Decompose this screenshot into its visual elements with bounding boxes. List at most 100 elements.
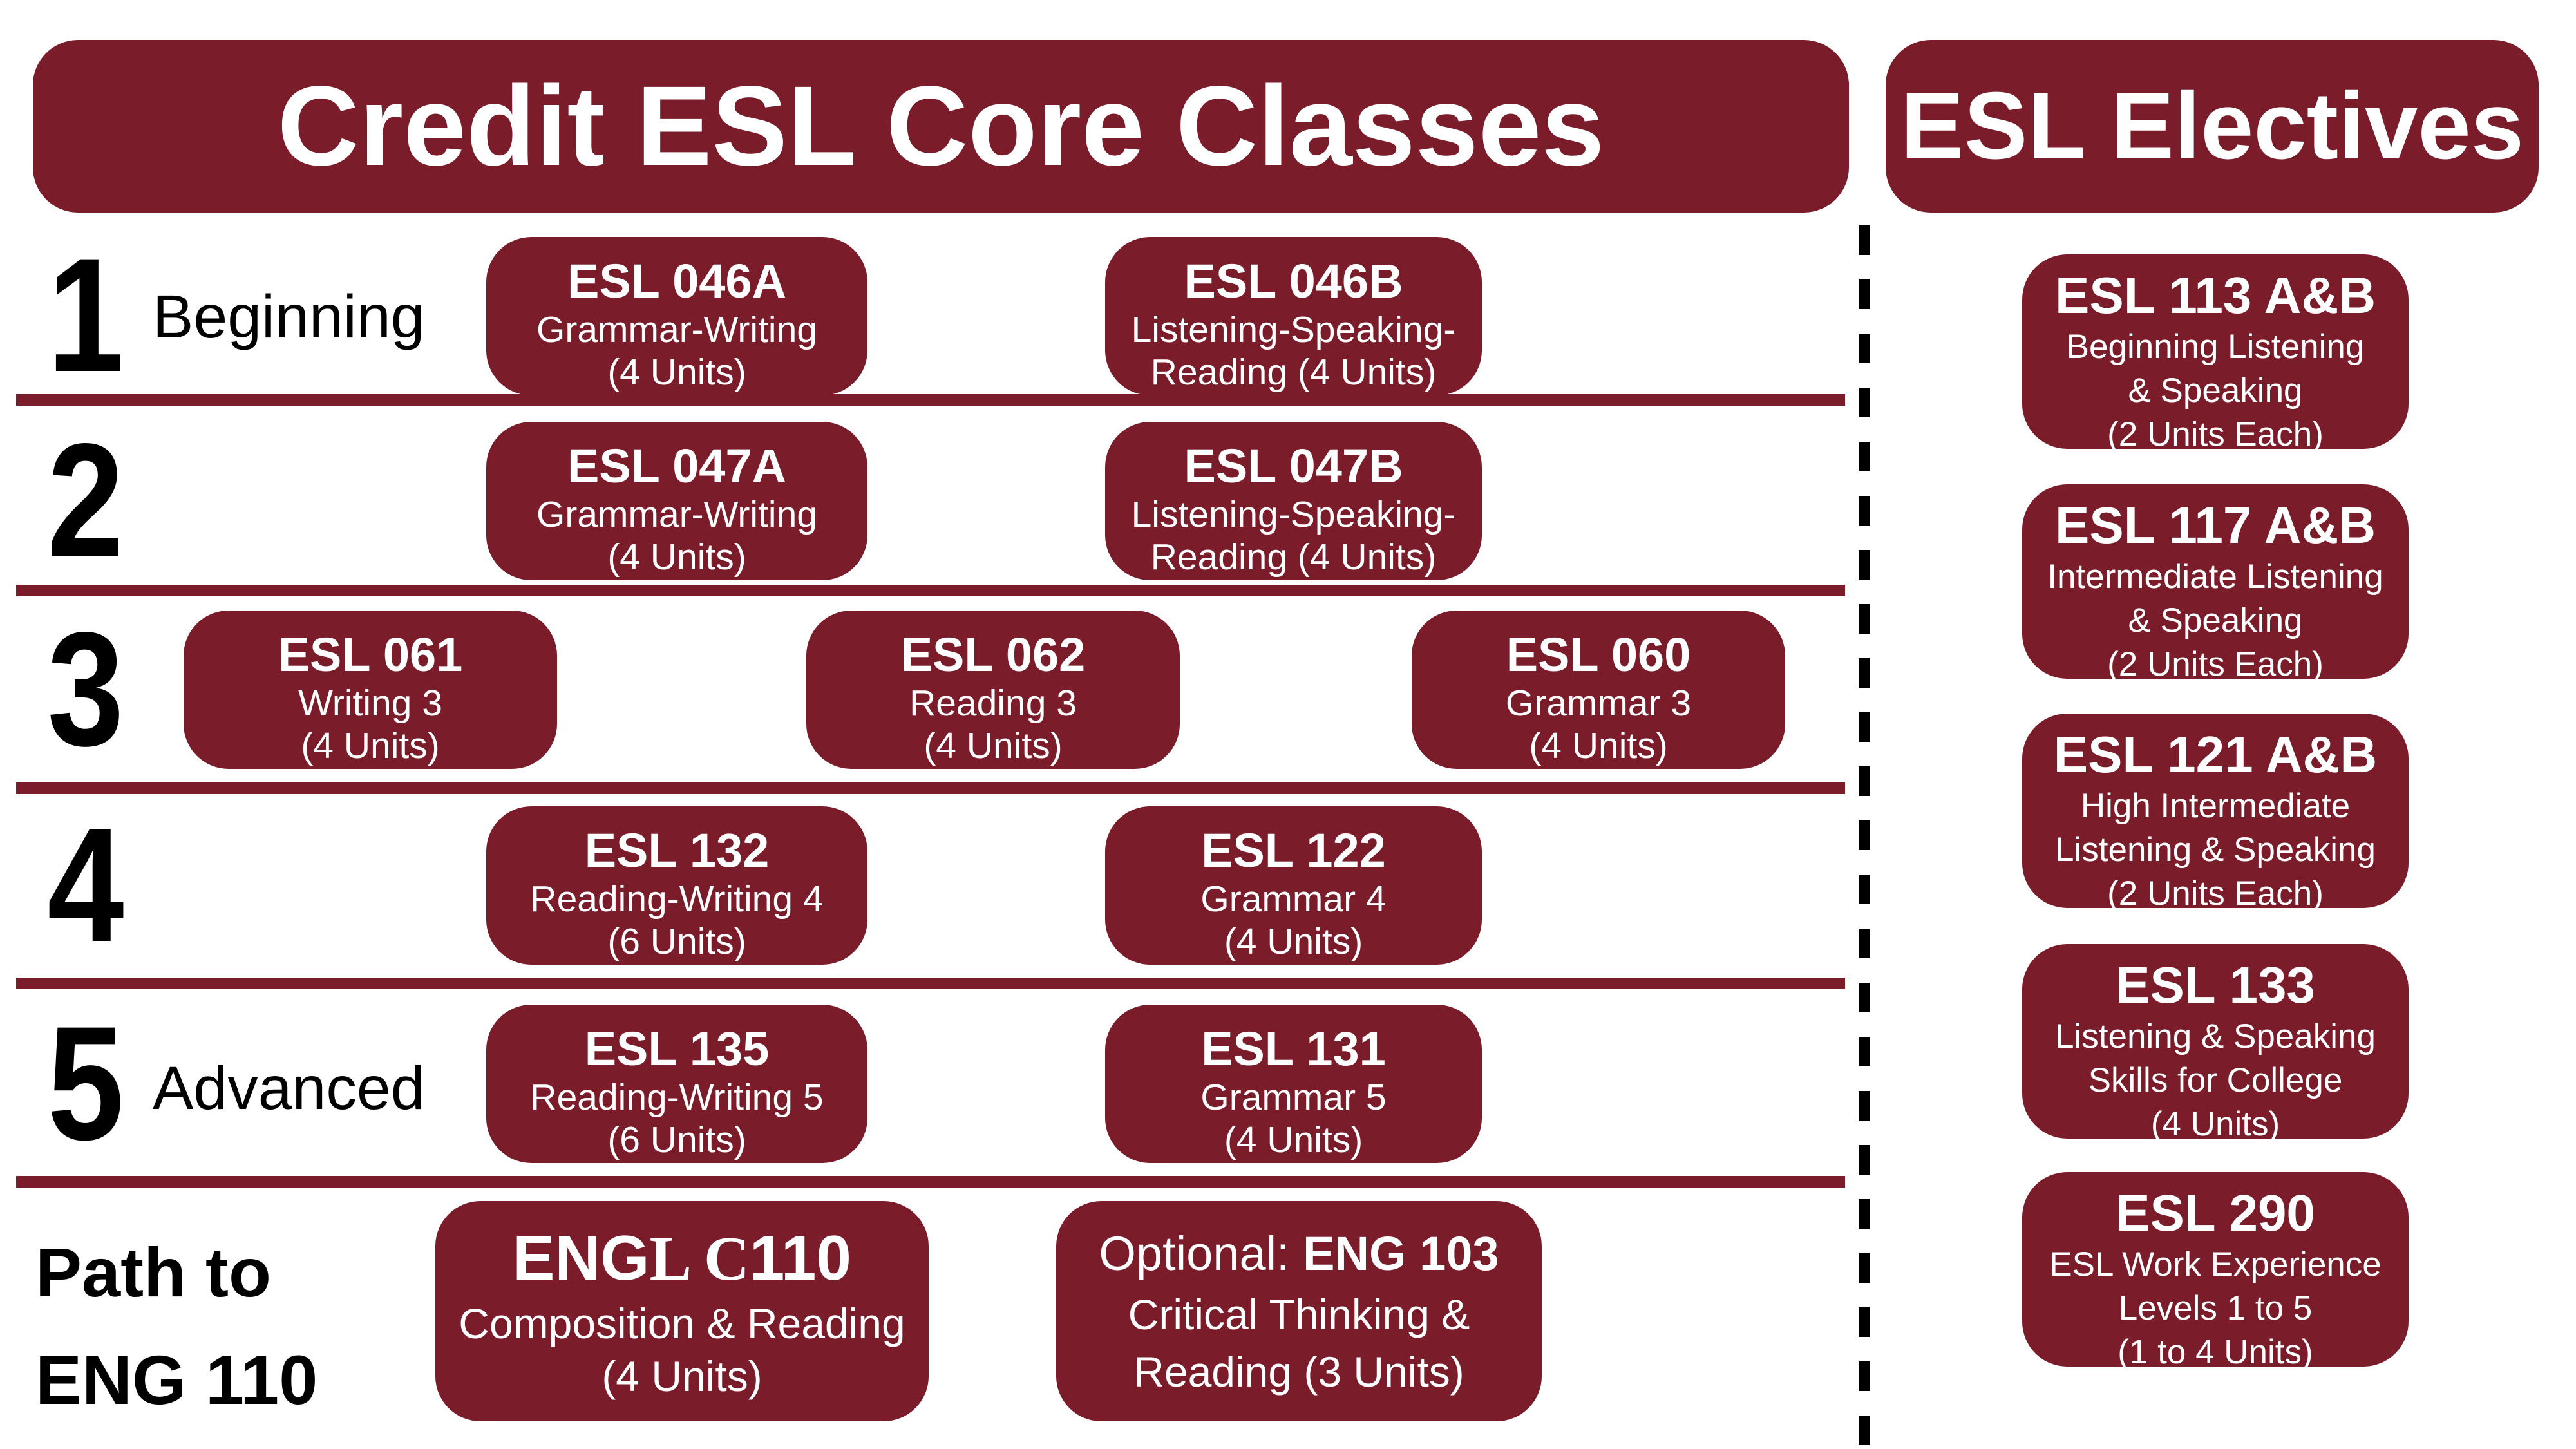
- course-line: Grammar 4: [1200, 878, 1387, 920]
- course-line: (4 Units): [301, 725, 440, 766]
- course-title: ESL 047A: [567, 439, 787, 493]
- course-title: ESL 132: [584, 824, 770, 877]
- core-classes-title: Credit ESL Core Classes: [277, 63, 1605, 189]
- course-line: (4 Units): [923, 725, 1063, 766]
- course-box-esl-135: ESL 135 Reading-Writing 5 (6 Units): [486, 1005, 867, 1163]
- course-line: (2 Units Each): [2107, 874, 2324, 913]
- course-line: (1 to 4 Units): [2117, 1332, 2313, 1371]
- course-box-esl-046a: ESL 046A Grammar-Writing (4 Units): [486, 237, 867, 395]
- course-line: Reading-Writing 5: [530, 1077, 824, 1118]
- course-line: Intermediate Listening: [2047, 558, 2383, 596]
- course-line: High Intermediate: [2080, 787, 2351, 825]
- course-box-esl-060: ESL 060 Grammar 3 (4 Units): [1412, 611, 1785, 769]
- course-title: ESL 046B: [1184, 254, 1403, 308]
- level-label-beginning: Beginning: [153, 283, 425, 351]
- row-separator-5: [16, 1176, 1845, 1188]
- course-line: (6 Units): [607, 1119, 746, 1160]
- level-number-1: 1: [47, 225, 124, 406]
- course-title: ESL 133: [2116, 956, 2315, 1014]
- core-classes-header: Credit ESL Core Classes: [33, 40, 1849, 213]
- title-seg-sans: 110: [749, 1222, 851, 1293]
- course-title: ESL 117 A&B: [2054, 497, 2376, 554]
- course-box-esl-047b: ESL 047B Listening-Speaking- Reading (4 …: [1105, 422, 1482, 580]
- course-title: ESL 131: [1201, 1022, 1386, 1075]
- course-title: ESL 061: [278, 628, 463, 681]
- course-box-esl-061: ESL 061 Writing 3 (4 Units): [184, 611, 557, 769]
- course-line: Grammar-Writing: [536, 309, 817, 350]
- row-separator-4: [16, 978, 1845, 989]
- course-line: Reading (3 Units): [1133, 1347, 1464, 1396]
- course-title: ENGL C110: [513, 1222, 851, 1295]
- course-box-esl-047a: ESL 047A Grammar-Writing (4 Units): [486, 422, 867, 580]
- course-title: ESL 135: [584, 1022, 770, 1075]
- course-box-esl-132: ESL 132 Reading-Writing 4 (6 Units): [486, 806, 867, 965]
- course-line: Reading (4 Units): [1150, 536, 1437, 578]
- row-separator-1: [16, 394, 1845, 406]
- course-line: Grammar 5: [1200, 1077, 1387, 1118]
- course-line: (4 Units): [607, 352, 746, 393]
- course-title: ESL 060: [1506, 628, 1691, 681]
- electives-header: ESL Electives: [1886, 40, 2539, 213]
- course-code: ENG 103: [1303, 1227, 1499, 1281]
- course-title: Optional: ENG 103: [1099, 1226, 1499, 1281]
- course-box-esl-062: ESL 062 Reading 3 (4 Units): [806, 611, 1180, 769]
- course-line: (4 Units): [607, 536, 746, 578]
- path-to-eng110-label: Path to ENG 110: [35, 1218, 317, 1434]
- electives-title: ESL Electives: [1900, 73, 2524, 179]
- row-separator-2: [16, 585, 1845, 596]
- course-box-esl-046b: ESL 046B Listening-Speaking- Reading (4 …: [1105, 237, 1482, 395]
- elective-box-esl-121: ESL 121 A&B High Intermediate Listening …: [2022, 714, 2409, 913]
- course-line: Critical Thinking &: [1128, 1290, 1470, 1338]
- course-line: (2 Units Each): [2107, 415, 2324, 453]
- course-title: ESL 113 A&B: [2054, 267, 2376, 324]
- course-box-esl-131: ESL 131 Grammar 5 (4 Units): [1105, 1005, 1482, 1163]
- course-line: (4 Units): [1224, 1119, 1363, 1160]
- path-label-line2: ENG 110: [35, 1341, 318, 1419]
- course-line: & Speaking: [2128, 371, 2303, 410]
- course-line: Grammar 3: [1505, 683, 1692, 724]
- course-line: Listening-Speaking-: [1131, 494, 1456, 535]
- course-box-eng-103: Optional: ENG 103 Critical Thinking & Re…: [1056, 1201, 1542, 1421]
- elective-box-esl-290: ESL 290 ESL Work Experience Levels 1 to …: [2022, 1172, 2409, 1371]
- course-line: Listening & Speaking: [2055, 1018, 2376, 1056]
- course-line: (4 Units): [1529, 725, 1668, 766]
- path-label-line1: Path to: [35, 1233, 271, 1311]
- course-box-engl-c110: ENGL C110 Composition & Reading (4 Units…: [435, 1201, 929, 1421]
- course-line: ESL Work Experience: [2049, 1245, 2382, 1283]
- course-line: Reading-Writing 4: [530, 878, 824, 920]
- elective-box-esl-113: ESL 113 A&B Beginning Listening & Speaki…: [2022, 254, 2409, 453]
- course-title: ESL 046A: [567, 254, 787, 308]
- course-line: Levels 1 to 5: [2118, 1289, 2313, 1327]
- course-line: Grammar-Writing: [536, 494, 817, 535]
- course-line: Beginning Listening: [2066, 328, 2365, 366]
- course-line: (4 Units): [601, 1352, 762, 1400]
- course-line: Skills for College: [2088, 1061, 2343, 1099]
- level-number-2: 2: [47, 410, 124, 591]
- course-title: ESL 121 A&B: [2053, 726, 2378, 783]
- level-label-advanced: Advanced: [153, 1054, 425, 1122]
- course-line: Writing 3: [298, 683, 442, 724]
- level-number-3: 3: [47, 599, 124, 780]
- course-line: & Speaking: [2128, 601, 2303, 639]
- optional-prefix: Optional:: [1099, 1227, 1303, 1281]
- course-line: (4 Units): [1224, 921, 1363, 962]
- row-separator-3: [16, 782, 1845, 794]
- course-title: ESL 062: [900, 628, 1086, 681]
- course-title: ESL 290: [2116, 1184, 2315, 1242]
- dashed-divider: [1859, 225, 1870, 1449]
- title-seg-sans: ENG: [513, 1222, 650, 1293]
- level-number-4: 4: [47, 795, 124, 976]
- course-line: Reading 3: [909, 683, 1077, 724]
- level-number-5: 5: [47, 993, 124, 1174]
- course-box-esl-122: ESL 122 Grammar 4 (4 Units): [1105, 806, 1482, 965]
- course-line: Composition & Reading: [459, 1300, 905, 1347]
- course-line: (4 Units): [2150, 1104, 2280, 1143]
- course-line: (2 Units Each): [2107, 645, 2324, 683]
- course-line: Reading (4 Units): [1150, 352, 1437, 393]
- course-title: ESL 122: [1201, 824, 1386, 877]
- course-line: Listening-Speaking-: [1131, 309, 1456, 350]
- course-line: (6 Units): [607, 921, 746, 962]
- title-seg-serif: L C: [649, 1224, 750, 1294]
- course-line: Listening & Speaking: [2055, 830, 2376, 869]
